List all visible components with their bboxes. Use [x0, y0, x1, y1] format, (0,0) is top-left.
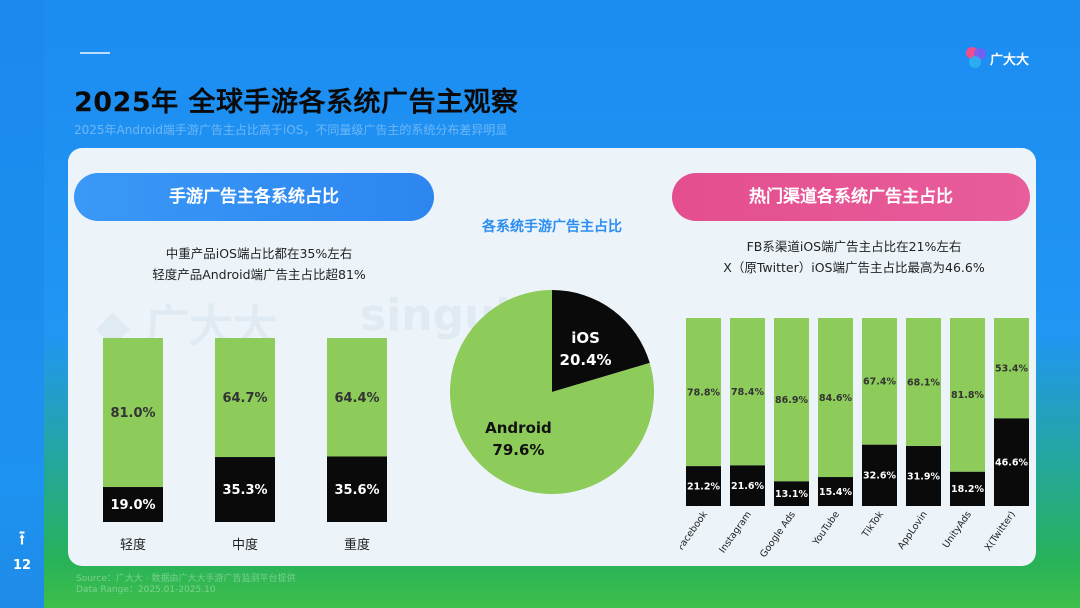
brand-logo-text: 广大大 — [990, 53, 1030, 68]
right-note: FB系渠道iOS端广告主占比在21%左右 X（原Twitter）iOS端广告主占… — [680, 236, 1028, 278]
category-label: Google Ads — [758, 509, 798, 559]
data-label-android: 53.4% — [995, 364, 1028, 375]
data-label-ios: 21.2% — [687, 481, 720, 492]
data-label-ios: 32.6% — [863, 471, 896, 482]
bar-segment-ios — [103, 487, 163, 522]
source-line-2: Data Range：2025.01-2025.10 — [76, 585, 216, 595]
bar-segment-android — [994, 318, 1029, 419]
data-label-android: 64.4% — [334, 391, 379, 406]
data-label-android: 81.8% — [951, 390, 984, 401]
bar-segment-android — [103, 338, 163, 488]
category-label: 重度 — [344, 537, 370, 553]
bar-segment-android — [327, 338, 387, 457]
pie-slice-value: 79.6% — [492, 441, 544, 459]
category-label: Facebook — [680, 509, 710, 552]
pie-slice-label: iOS — [571, 329, 600, 347]
data-label-android: 64.7% — [222, 391, 267, 406]
data-label-ios: 46.6% — [995, 458, 1028, 469]
right-section-pill: 热门渠道各系统广告主占比 — [672, 173, 1030, 221]
brand-logo: 广大大 — [964, 44, 1034, 74]
left-note-line-2: 轻度产品Android端广告主占比超81% — [152, 267, 366, 282]
pie-chart-title: 各系统手游广告主占比 — [482, 219, 622, 235]
back-to-top-icon[interactable]: ⭱ — [18, 526, 26, 550]
page-subtitle: 2025年Android端手游广告主占比高于iOS，不同量级广告主的系统分布差异… — [74, 123, 508, 137]
bar-segment-ios — [215, 457, 275, 522]
bar-segment-android — [906, 318, 941, 447]
data-label-android: 68.1% — [907, 377, 940, 388]
brand-logo-icon — [966, 47, 986, 68]
data-label-android: 67.4% — [863, 377, 896, 388]
source-note: Source：广大大 · 数据由广大大手游广告监测平台提供 Data Range… — [76, 574, 296, 596]
source-line-1: Source：广大大 · 数据由广大大手游广告监测平台提供 — [76, 574, 296, 584]
bar-segment-ios — [327, 456, 387, 522]
data-label-android: 81.0% — [110, 406, 155, 421]
page-title: 2025年 全球手游各系统广告主观察 — [74, 87, 519, 118]
data-label-ios: 31.9% — [907, 471, 940, 482]
category-label: X(Twitter) — [983, 509, 1018, 553]
category-label: 轻度 — [120, 537, 146, 553]
channel-stacked-bar-chart: 78.8% 21.2% Facebook 78.4% 21.6% Instagram 86.… — [680, 318, 1029, 560]
pie-slice-ios — [552, 290, 650, 392]
data-label-ios: 13.1% — [775, 489, 808, 500]
left-note: 中重产品iOS端占比都在35%左右 轻度产品Android端广告主占比超81% — [100, 243, 418, 285]
bar-segment-android — [862, 318, 897, 445]
data-label-android: 86.9% — [775, 395, 808, 406]
bar-segment-ios — [994, 418, 1029, 506]
category-label: Instagram — [717, 509, 754, 555]
category-label: 中度 — [232, 537, 258, 553]
pie-slice-label: Android — [485, 419, 552, 437]
category-label: AppLovin — [896, 509, 930, 551]
bar-segment-ios — [818, 477, 853, 506]
bar-segment-android — [774, 318, 809, 482]
bar-segment-ios — [950, 471, 985, 506]
data-label-android: 84.6% — [819, 393, 852, 404]
bar-segment-ios — [906, 446, 941, 506]
right-note-line-2: X（原Twitter）iOS端广告主占比最高为46.6% — [723, 260, 985, 275]
bar-segment-android — [215, 338, 275, 458]
bar-segment-android — [686, 318, 721, 467]
bar-segment-ios — [774, 481, 809, 506]
data-label-ios: 35.3% — [222, 483, 267, 498]
page-number: 12 — [12, 558, 32, 573]
category-label: YouTube — [810, 509, 842, 548]
category-label: UnityAds — [941, 509, 974, 550]
system-share-pie-chart: iOS 20.4% Android 79.6% — [450, 290, 654, 494]
data-label-android: 78.4% — [731, 387, 764, 398]
complexity-stacked-bar-chart: 81.0% 19.0% 轻度 64.7% 35.3% 中度 64.4% 35.6% 重度 — [103, 338, 387, 553]
left-section-pill: 手游广告主各系统占比 — [74, 173, 434, 221]
data-label-android: 78.8% — [687, 387, 720, 398]
data-label-ios: 19.0% — [110, 498, 155, 513]
bar-segment-android — [818, 318, 853, 478]
data-label-ios: 21.6% — [731, 481, 764, 492]
bar-segment-ios — [730, 465, 765, 506]
category-label: TikTok — [860, 509, 887, 540]
data-label-ios: 15.4% — [819, 487, 852, 498]
bar-segment-android — [950, 318, 985, 472]
pie-slice-android — [450, 290, 654, 494]
data-label-ios: 18.2% — [951, 484, 984, 495]
right-note-line-1: FB系渠道iOS端广告主占比在21%左右 — [746, 239, 962, 254]
side-strip — [0, 0, 44, 608]
pie-slice-value: 20.4% — [560, 351, 612, 369]
bar-segment-ios — [862, 444, 897, 506]
left-note-line-1: 中重产品iOS端占比都在35%左右 — [165, 246, 353, 261]
bar-segment-android — [730, 318, 765, 466]
bar-segment-ios — [686, 466, 721, 506]
data-label-ios: 35.6% — [334, 483, 379, 498]
decorative-line — [80, 52, 110, 54]
